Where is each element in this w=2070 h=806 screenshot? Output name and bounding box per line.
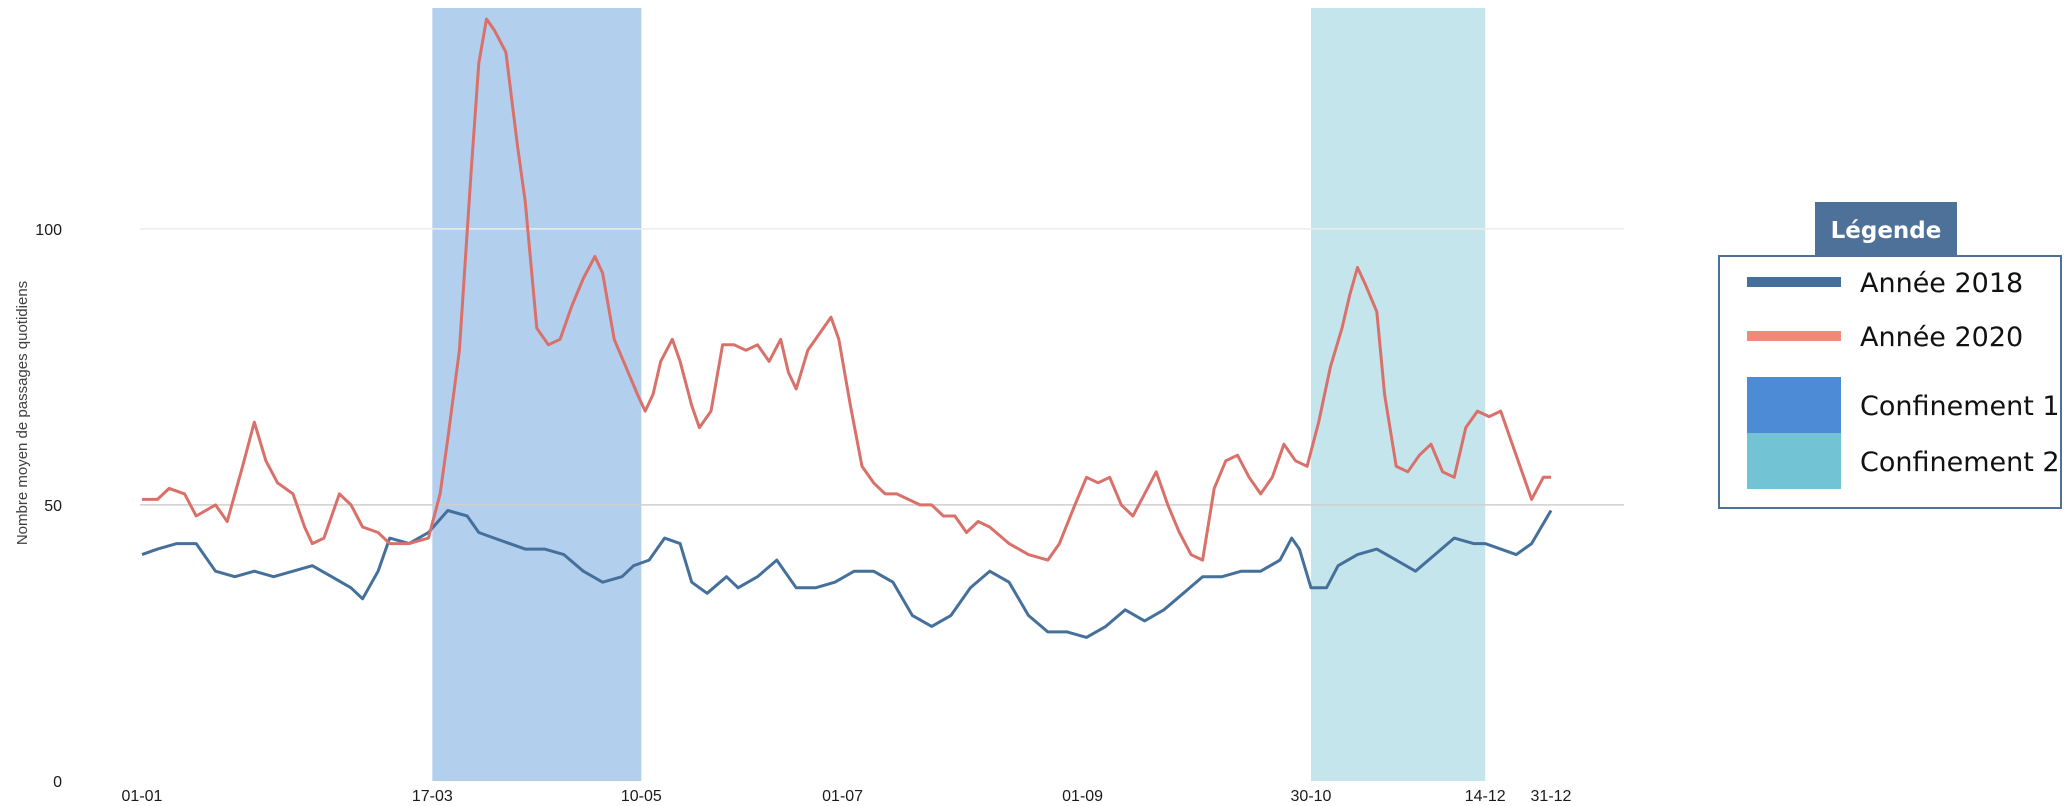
legend-swatch-line [1747,277,1841,287]
legend-label: Année 2018 [1860,268,2023,299]
x-tick-label: 31-12 [1531,788,1572,805]
x-tick-label: 30-10 [1291,788,1332,805]
y-tick-label: 100 [35,222,62,239]
x-tick-label: 01-09 [1062,788,1103,805]
confinement-band-1 [432,8,642,781]
y-gridlines [140,228,1624,506]
x-tick-label: 10-05 [621,788,662,805]
confinement-band-2 [1311,8,1486,781]
series-lines [141,17,1553,639]
series-line-2020 [142,17,1551,562]
x-tick-label: 17-03 [412,788,453,805]
y-tick-labels: 0 50 100 [35,222,62,791]
confinement-bands [432,8,1486,781]
legend-label: Confinement 1 [1860,391,2060,422]
x-tick-label: 14-12 [1465,788,1506,805]
y-tick-label: 50 [44,498,62,515]
legend-label: Année 2020 [1860,322,2023,353]
x-tick-label: 01-01 [122,788,163,805]
x-tick-label: 01-07 [822,788,863,805]
series-line-2018 [141,509,1553,639]
x-tick-labels: 01-01 17-03 10-05 01-07 01-09 30-10 14-12 31-12 [122,788,1572,805]
legend-title-box [1815,202,1957,256]
legend-swatch-box [1747,377,1841,433]
legend-label: Confinement 2 [1860,447,2060,478]
legend-items: Année 2018 Année 2020 Confinement 1 Confine… [1747,268,2060,489]
legend-swatch-box [1747,433,1841,489]
y-tick-label: 0 [53,774,62,791]
legend-swatch-line [1747,331,1841,341]
legend-title: Légende [1831,218,1942,244]
legend: Légende Année 2018 Année 2020 Confinement … [1718,202,2062,509]
y-axis-label: Nombre moyen de passages quotidiens [14,281,31,545]
